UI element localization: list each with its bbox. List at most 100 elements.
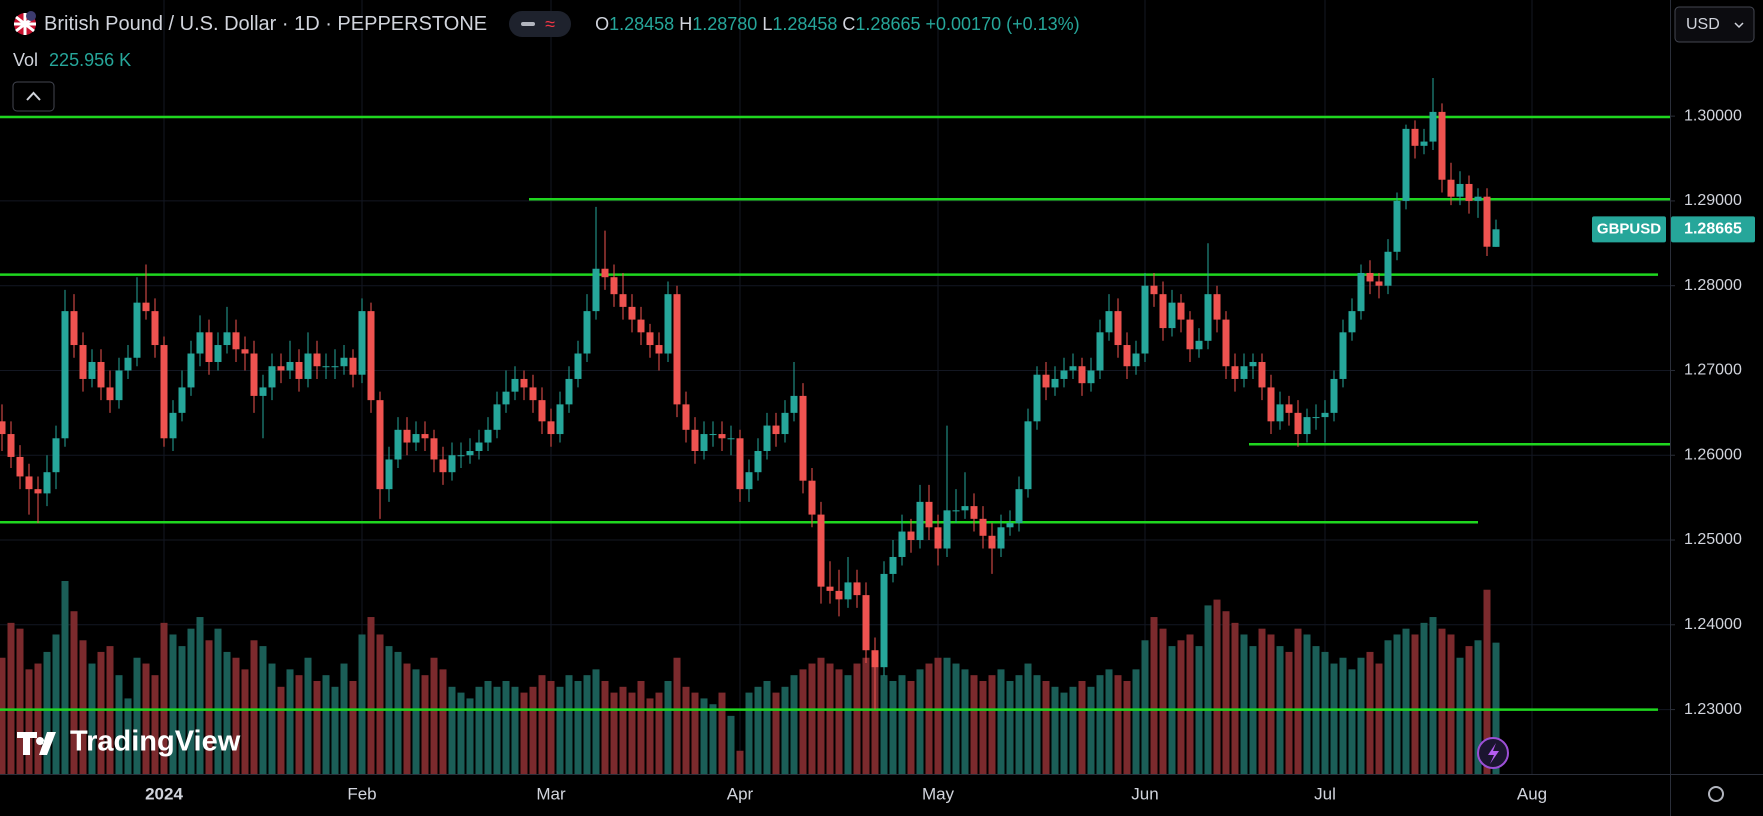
symbol-title: British Pound / U.S. Dollar · 1D · PEPPE… <box>44 12 488 35</box>
candle-body <box>376 400 384 490</box>
collapse-button[interactable] <box>12 81 55 112</box>
candle-body <box>664 294 672 354</box>
candle-body <box>943 510 951 549</box>
volume-bar <box>1177 640 1185 774</box>
volume-bar <box>1285 651 1293 774</box>
candle-body <box>1321 412 1329 418</box>
candle-body <box>745 472 753 490</box>
candle-body <box>1393 200 1401 252</box>
volume-bar <box>1123 680 1131 774</box>
candle-body <box>997 527 1005 549</box>
volume-bar <box>367 617 375 774</box>
volume-bar <box>574 680 582 774</box>
volume-bar <box>394 651 402 774</box>
x-tick-label: Feb <box>347 784 376 803</box>
volume-bar <box>214 628 222 774</box>
volume-bar <box>1456 657 1464 774</box>
plot-area <box>0 0 1670 774</box>
candle-body <box>1150 285 1158 295</box>
candle-body <box>898 531 906 557</box>
change: +0.00170 (+0.13%) <box>925 13 1080 34</box>
volume-bar <box>1303 634 1311 774</box>
settings-button[interactable] <box>1708 786 1724 802</box>
y-tick-label: 1.24000 <box>1684 616 1742 633</box>
volume-bar <box>34 663 42 774</box>
volume-bar <box>0 657 6 774</box>
volume-bar <box>619 686 627 774</box>
candle-body <box>619 294 627 307</box>
last-price-label: 1.28665 <box>1684 221 1742 238</box>
x-tick-label: May <box>922 784 955 803</box>
candle-body <box>601 268 609 278</box>
candle-body <box>880 573 888 668</box>
candle-body <box>1132 353 1140 367</box>
collapse-icon <box>26 91 41 101</box>
volume-bar <box>52 634 60 774</box>
volume-bar <box>1006 680 1014 774</box>
y-tick-label: 1.27000 <box>1684 362 1742 379</box>
candle-body <box>106 387 114 401</box>
candle-body <box>1492 229 1500 247</box>
volume-bar <box>529 686 537 774</box>
volume-bar <box>826 663 834 774</box>
open-value: 1.28458 <box>609 13 675 34</box>
volume-bar <box>1474 640 1482 774</box>
candle-body <box>799 395 807 481</box>
x-tick-label: Aug <box>1517 784 1547 803</box>
volume-bar <box>853 663 861 774</box>
flag-icon <box>14 11 36 35</box>
volume-key: Vol <box>13 50 39 70</box>
volume-bar <box>25 669 33 774</box>
legend-header: British Pound / U.S. Dollar · 1D · PEPPE… <box>0 0 1080 48</box>
volume-bar <box>1159 628 1167 774</box>
volume-bar <box>1015 675 1023 774</box>
candle-body <box>97 361 105 388</box>
candle-body <box>1483 196 1491 247</box>
volume-bar <box>88 663 96 774</box>
candle-body <box>1240 366 1248 379</box>
candle-body <box>1294 412 1302 435</box>
y-tick-label: 1.28000 <box>1684 277 1742 294</box>
y-tick-label: 1.29000 <box>1684 192 1742 209</box>
volume-bar <box>1204 605 1212 774</box>
volume-bar <box>817 657 825 774</box>
candle-body <box>655 345 663 354</box>
candle-body <box>1438 111 1446 180</box>
currency-select[interactable] <box>1674 6 1755 43</box>
candle-body <box>700 434 708 452</box>
candle-body <box>1366 272 1374 282</box>
volume-bar <box>313 680 321 774</box>
volume-bar <box>520 692 528 774</box>
candle-body <box>556 404 564 435</box>
volume-bar <box>1357 657 1365 774</box>
volume-bar <box>439 669 447 774</box>
volume-bar <box>43 651 51 774</box>
candle-body <box>727 438 735 440</box>
volume-bar <box>1483 589 1491 774</box>
volume-bar <box>1231 622 1239 774</box>
volume-bar <box>475 686 483 774</box>
candle-body <box>151 311 159 346</box>
candle-body <box>1330 378 1338 413</box>
candle-body <box>610 277 618 295</box>
candle-body <box>52 438 60 473</box>
volume-bar <box>889 680 897 774</box>
candle-body <box>1006 523 1014 528</box>
candle-body <box>295 361 303 379</box>
volume-bar <box>736 750 744 774</box>
candle-body <box>718 434 726 439</box>
candle-body <box>331 366 339 368</box>
volume-value: 225.956 K <box>49 50 132 70</box>
candle-body <box>448 455 456 473</box>
volume-bar <box>835 669 843 774</box>
volume-bar <box>547 680 555 774</box>
candle-body <box>916 501 924 541</box>
status-pill[interactable]: ≈ <box>509 11 572 37</box>
volume-bar <box>70 611 78 774</box>
candle-body <box>25 476 33 490</box>
candle-body <box>340 357 348 367</box>
open-key: O <box>595 13 610 34</box>
candle-body <box>403 429 411 443</box>
volume-bar <box>1150 617 1158 774</box>
